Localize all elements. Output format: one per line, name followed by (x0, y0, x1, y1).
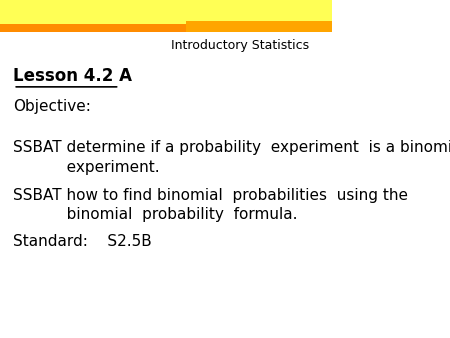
Text: SSBAT determine if a probability  experiment  is a binomial
           experimen: SSBAT determine if a probability experim… (14, 140, 450, 175)
FancyBboxPatch shape (0, 24, 332, 32)
FancyBboxPatch shape (186, 21, 332, 32)
FancyBboxPatch shape (0, 0, 332, 24)
Text: SSBAT how to find binomial  probabilities  using the
           binomial  probab: SSBAT how to find binomial probabilities… (14, 188, 408, 222)
Text: Introductory Statistics: Introductory Statistics (171, 39, 309, 52)
Text: Lesson 4.2 A: Lesson 4.2 A (14, 67, 132, 85)
Text: Objective:: Objective: (14, 99, 91, 114)
Text: Standard:    S2.5B: Standard: S2.5B (14, 234, 152, 249)
